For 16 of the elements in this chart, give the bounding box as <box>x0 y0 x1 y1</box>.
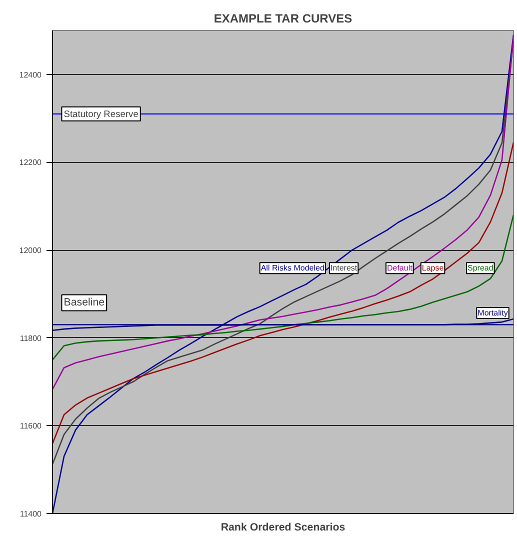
series-label: Interest <box>330 264 358 273</box>
series-label: Lapse <box>422 264 444 273</box>
y-tick-label: 12400 <box>19 70 42 80</box>
y-tick-label: 11600 <box>20 422 42 431</box>
series-label: Spread <box>468 264 494 273</box>
y-tick-label: 11800 <box>20 334 42 343</box>
ref-line-label: Statutory Reserve <box>64 108 138 119</box>
series-label: Default <box>386 264 414 273</box>
y-tick-label: 11400 <box>20 510 42 518</box>
y-tick-label: 12000 <box>19 246 42 256</box>
series-label: Mortality <box>478 308 508 318</box>
chart-title: EXAMPLE TAR CURVES <box>214 12 352 26</box>
y-tick-label: 12200 <box>19 158 42 168</box>
x-axis-title: Rank Ordered Scenarios <box>220 522 346 534</box>
series-label: All Risks Modeled <box>260 264 324 273</box>
ref-line-label: Baseline <box>64 296 105 309</box>
